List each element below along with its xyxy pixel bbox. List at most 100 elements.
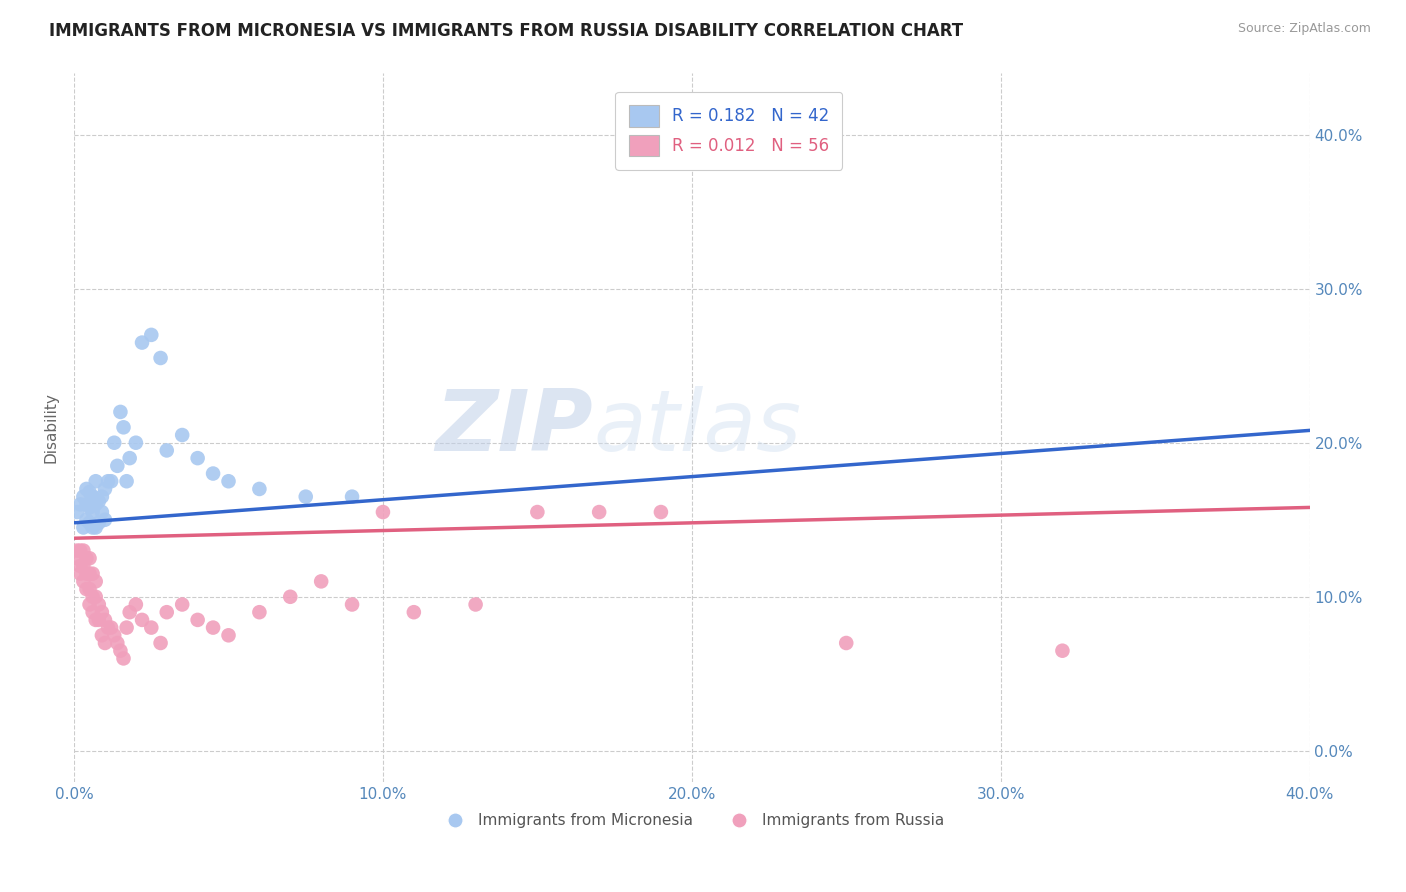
Point [75, 566, 97, 581]
Point [149, 351, 172, 365]
Point [87, 494, 110, 508]
Point [79, 566, 101, 581]
Point [100, 475, 122, 489]
Point [84, 613, 107, 627]
Point [84, 574, 107, 589]
Point [105, 458, 128, 473]
Point [69, 497, 91, 511]
Point [66, 543, 89, 558]
Point [149, 636, 172, 650]
Point [84, 590, 107, 604]
Point [82, 505, 104, 519]
Point [588, 505, 610, 519]
Point [82, 490, 104, 504]
Point [340, 598, 363, 612]
Point [141, 621, 163, 635]
Text: ZIP: ZIP [436, 386, 593, 469]
Point [79, 500, 101, 515]
Legend: Immigrants from Micronesia, Immigrants from Russia: Immigrants from Micronesia, Immigrants f… [433, 807, 950, 834]
Point [75, 497, 97, 511]
Point [79, 485, 101, 500]
Point [87, 516, 110, 530]
Point [247, 605, 270, 619]
Point [202, 621, 225, 635]
Point [103, 628, 125, 642]
Point [75, 582, 97, 596]
Point [118, 451, 141, 466]
Point [125, 598, 148, 612]
Point [82, 520, 104, 534]
Point [115, 621, 138, 635]
Point [115, 475, 138, 489]
Point [72, 520, 94, 534]
Point [94, 513, 117, 527]
Point [75, 551, 97, 566]
Point [131, 335, 153, 350]
Point [75, 482, 97, 496]
Point [202, 467, 225, 481]
Point [90, 628, 112, 642]
Point [835, 636, 858, 650]
Point [84, 475, 107, 489]
Point [172, 428, 194, 442]
Point [79, 582, 101, 596]
Point [118, 605, 141, 619]
Point [72, 558, 94, 573]
Point [90, 605, 112, 619]
Point [87, 613, 110, 627]
Point [112, 651, 135, 665]
Point [82, 566, 104, 581]
Point [141, 327, 163, 342]
Point [112, 420, 135, 434]
Point [309, 574, 332, 589]
Point [72, 574, 94, 589]
Point [464, 598, 486, 612]
Text: atlas: atlas [593, 386, 801, 469]
Point [100, 621, 122, 635]
Point [110, 643, 132, 657]
Point [94, 613, 117, 627]
Point [69, 558, 91, 573]
Point [371, 505, 394, 519]
Point [75, 513, 97, 527]
Point [278, 590, 301, 604]
Point [66, 551, 89, 566]
Point [97, 621, 120, 635]
Point [247, 482, 270, 496]
Y-axis label: Disability: Disability [44, 392, 58, 463]
Text: IMMIGRANTS FROM MICRONESIA VS IMMIGRANTS FROM RUSSIA DISABILITY CORRELATION CHAR: IMMIGRANTS FROM MICRONESIA VS IMMIGRANTS… [49, 22, 963, 40]
Point [69, 543, 91, 558]
Point [402, 605, 425, 619]
Point [82, 590, 104, 604]
Point [172, 598, 194, 612]
Point [72, 490, 94, 504]
Point [66, 505, 89, 519]
Point [294, 490, 316, 504]
Text: Source: ZipAtlas.com: Source: ZipAtlas.com [1237, 22, 1371, 36]
Point [526, 505, 548, 519]
Point [1052, 643, 1074, 657]
Point [84, 497, 107, 511]
Point [79, 551, 101, 566]
Point [105, 636, 128, 650]
Point [94, 482, 117, 496]
Point [156, 443, 179, 458]
Point [72, 543, 94, 558]
Point [79, 598, 101, 612]
Point [110, 405, 132, 419]
Point [156, 605, 179, 619]
Point [97, 475, 120, 489]
Point [90, 490, 112, 504]
Point [69, 566, 91, 581]
Point [131, 613, 153, 627]
Point [650, 505, 672, 519]
Point [125, 435, 148, 450]
Point [103, 435, 125, 450]
Point [187, 613, 209, 627]
Point [79, 516, 101, 530]
Point [90, 505, 112, 519]
Point [340, 490, 363, 504]
Point [94, 636, 117, 650]
Point [218, 628, 240, 642]
Point [87, 598, 110, 612]
